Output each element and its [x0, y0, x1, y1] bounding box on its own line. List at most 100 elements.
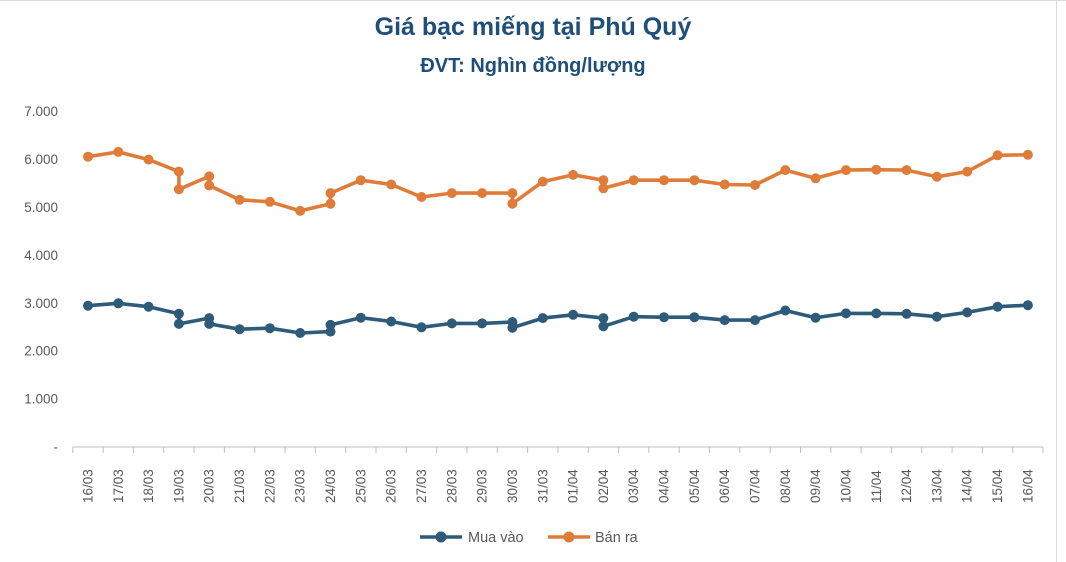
legend-marker-mua-vao — [435, 531, 447, 543]
data-point-marker-mua-vao — [386, 316, 397, 327]
x-axis-label: 26/03 — [384, 469, 399, 503]
x-axis-label: 01/04 — [566, 469, 581, 503]
data-point-marker-mua-vao — [780, 305, 791, 316]
data-point-marker-ban-ra — [234, 194, 245, 205]
data-point-marker-ban-ra — [173, 166, 184, 177]
y-axis-label: 2.000 — [24, 344, 58, 359]
legend: Mua vào Bán ra — [420, 530, 639, 546]
data-point-marker-ban-ra — [810, 173, 821, 184]
data-point-marker-mua-vao — [992, 301, 1003, 312]
x-axis-label: 30/03 — [505, 469, 520, 503]
data-point-marker-mua-vao — [901, 308, 912, 319]
data-point-marker-ban-ra — [325, 198, 336, 209]
data-point-marker-mua-vao — [841, 308, 851, 319]
legend-item-mua-vao: Mua vào — [420, 530, 524, 546]
data-point-marker-ban-ra — [901, 165, 912, 176]
data-point-marker-ban-ra — [1022, 149, 1033, 160]
x-axis-label: 08/04 — [778, 469, 793, 503]
x-axis-label: 13/04 — [929, 469, 944, 503]
data-point-marker-mua-vao — [750, 315, 760, 326]
data-point-marker-ban-ra — [325, 188, 336, 199]
data-point-marker-mua-vao — [962, 307, 973, 318]
data-point-marker-mua-vao — [446, 318, 457, 329]
x-axis-label: 23/03 — [293, 469, 308, 503]
data-point-marker-ban-ra — [83, 151, 93, 162]
series-line-mua-vao — [86, 301, 1030, 335]
x-axis-label: 29/03 — [475, 469, 490, 503]
x-axis-label: 12/04 — [899, 469, 914, 503]
x-axis-label: 03/04 — [626, 469, 641, 503]
data-point-marker-ban-ra — [477, 188, 488, 199]
data-point-marker-ban-ra — [962, 166, 973, 177]
data-point-marker-mua-vao — [598, 313, 609, 324]
data-point-marker-mua-vao — [295, 328, 306, 338]
series-line-ban-ra — [86, 150, 1030, 213]
x-axis-label: 11/04 — [869, 470, 884, 503]
data-point-marker-ban-ra — [416, 192, 427, 202]
data-point-marker-ban-ra — [507, 188, 518, 199]
data-point-marker-mua-vao — [537, 313, 548, 324]
data-point-marker-mua-vao — [598, 321, 609, 332]
data-point-marker-mua-vao — [1022, 300, 1033, 311]
data-point-marker-ban-ra — [204, 180, 215, 191]
legend-item-ban-ra: Bán ra — [548, 530, 639, 546]
legend-marker-ban-ra — [563, 531, 575, 543]
x-axis-label: 14/04 — [960, 469, 975, 503]
x-axis-label: 06/04 — [717, 469, 732, 503]
data-point-marker-mua-vao — [355, 312, 366, 323]
y-axis-label: 5.000 — [24, 200, 58, 215]
data-point-marker-ban-ra — [992, 150, 1003, 161]
x-axis-label: 21/03 — [232, 469, 247, 503]
data-point-marker-ban-ra — [386, 179, 397, 190]
y-axis-label: 6.000 — [24, 152, 58, 167]
x-axis-label: 19/03 — [171, 469, 186, 503]
data-point-marker-mua-vao — [507, 322, 518, 333]
x-axis-label: 07/04 — [748, 469, 763, 503]
data-point-marker-mua-vao — [234, 324, 245, 335]
y-axis-label: 7.000 — [24, 104, 58, 119]
chart-border-top — [0, 0, 1066, 1]
data-point-marker-ban-ra — [113, 146, 124, 157]
data-point-marker-mua-vao — [689, 312, 700, 323]
x-axis-label: 09/04 — [808, 469, 823, 503]
data-point-marker-ban-ra — [143, 154, 154, 165]
data-point-marker-ban-ra — [355, 175, 366, 186]
data-point-marker-ban-ra — [659, 175, 669, 186]
data-point-marker-ban-ra — [264, 196, 275, 207]
data-point-marker-ban-ra — [841, 165, 851, 176]
data-point-marker-ban-ra — [598, 175, 609, 186]
data-point-marker-ban-ra — [537, 176, 548, 187]
data-point-marker-mua-vao — [719, 315, 730, 326]
data-point-marker-ban-ra — [568, 169, 579, 180]
data-point-marker-mua-vao — [204, 318, 215, 329]
data-point-marker-mua-vao — [628, 311, 639, 322]
x-axis-label: 27/03 — [414, 469, 429, 503]
data-point-marker-ban-ra — [780, 165, 791, 176]
data-point-marker-mua-vao — [659, 312, 669, 323]
data-point-marker-ban-ra — [204, 171, 215, 182]
data-point-marker-ban-ra — [689, 175, 700, 186]
y-axis-label: 4.000 — [24, 248, 58, 263]
data-point-marker-mua-vao — [264, 323, 275, 334]
x-axis-label: 16/04 — [1020, 469, 1035, 503]
x-axis-label: 28/03 — [444, 469, 459, 503]
data-point-marker-mua-vao — [83, 300, 93, 311]
legend-label-mua-vao: Mua vào — [468, 530, 524, 546]
chart-subtitle: ĐVT: Nghìn đồng/lượng — [420, 55, 646, 77]
data-point-marker-mua-vao — [325, 319, 336, 330]
data-point-marker-mua-vao — [416, 322, 427, 333]
x-axis-label: 24/03 — [323, 469, 338, 503]
y-axis-label: 1.000 — [24, 392, 58, 407]
data-point-marker-mua-vao — [173, 308, 184, 319]
x-axis-label: 25/03 — [353, 469, 368, 503]
x-axis-label: 10/04 — [838, 469, 853, 503]
x-axis-label: 17/03 — [111, 469, 126, 503]
data-point-marker-mua-vao — [931, 311, 942, 322]
x-axis-label: 31/03 — [535, 469, 550, 503]
x-axis-label: 22/03 — [262, 469, 277, 503]
data-point-marker-mua-vao — [113, 298, 124, 309]
data-point-marker-ban-ra — [446, 188, 457, 199]
y-axis-label: - — [54, 440, 59, 455]
